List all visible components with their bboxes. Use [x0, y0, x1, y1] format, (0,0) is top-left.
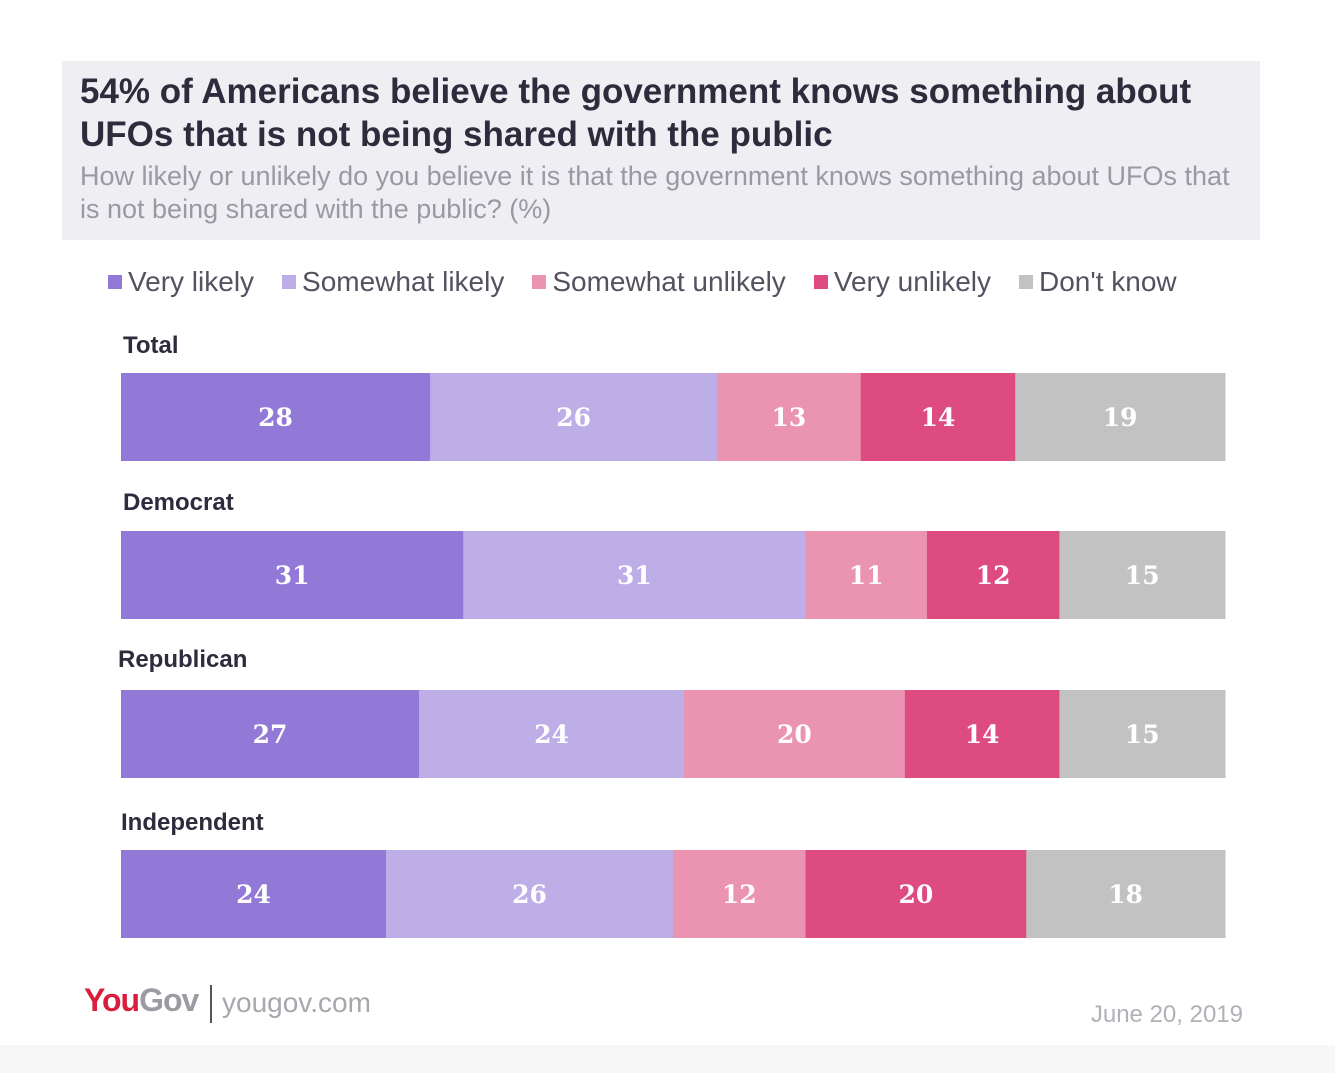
footer-date: June 20, 2019 — [1090, 1001, 1243, 1028]
category-label: Democrat — [123, 489, 234, 516]
category-label: Republican — [118, 646, 248, 673]
chart-title: 54% of Americans believe the government … — [80, 72, 1192, 154]
data-label: 26 — [512, 880, 547, 909]
bar-segment — [673, 850, 806, 938]
bar-segment — [1015, 373, 1226, 461]
legend-label: Very unlikely — [833, 266, 991, 297]
data-label: 24 — [534, 720, 569, 749]
data-label: 31 — [617, 561, 652, 590]
footer-url: yougov.com — [222, 987, 371, 1018]
legend-swatch — [813, 275, 828, 289]
legend-item: Somewhat unlikely — [532, 266, 786, 298]
logo-you: You — [84, 982, 140, 1018]
footer-divider — [210, 985, 212, 1023]
bar-segment — [463, 531, 806, 619]
legend-swatch — [1019, 275, 1033, 289]
data-label: 14 — [965, 720, 1000, 749]
data-label: 31 — [275, 561, 310, 590]
legend-swatch — [532, 275, 547, 289]
legend-label: Very likely — [128, 266, 255, 297]
bar-segment — [684, 690, 906, 778]
data-label: 19 — [1103, 403, 1138, 432]
legend-item: Don't know — [1019, 266, 1177, 298]
data-label: 28 — [258, 403, 293, 432]
bar-segment — [860, 373, 1016, 461]
data-label: 15 — [1125, 561, 1160, 590]
bar-segment — [1059, 690, 1226, 778]
data-label: 12 — [976, 561, 1011, 590]
yougov-logo: YouGov — [84, 982, 199, 1019]
data-label: 15 — [1125, 720, 1160, 749]
legend-item: Very likely — [108, 266, 254, 298]
bar-segment — [1059, 531, 1226, 619]
chart-subtitle: How likely or unlikely do you believe it… — [80, 161, 1230, 224]
legend-item: Somewhat likely — [282, 266, 504, 298]
bar-segment — [430, 373, 718, 461]
data-label: 27 — [253, 720, 288, 749]
data-label: 12 — [722, 880, 757, 909]
header-panel — [62, 61, 1260, 240]
data-label: 18 — [1108, 880, 1143, 909]
bar-segment — [904, 690, 1060, 778]
category-label: Total — [123, 332, 179, 359]
legend-item: Very unlikely — [813, 266, 991, 298]
data-label: 13 — [772, 403, 807, 432]
data-label: 24 — [236, 880, 271, 909]
data-label: 26 — [556, 403, 591, 432]
legend-swatch — [282, 275, 297, 289]
legend-swatch — [108, 275, 122, 289]
category-label: Independent — [121, 809, 264, 836]
bar-segment — [121, 850, 387, 938]
bar-segment — [121, 531, 464, 619]
legend: Very likely Somewhat likely Somewhat unlik… — [108, 262, 1177, 302]
data-label: 11 — [849, 561, 884, 590]
data-label: 14 — [921, 403, 956, 432]
bar-segment — [419, 690, 685, 778]
legend-label: Somewhat unlikely — [552, 266, 786, 297]
bar-segment — [1026, 850, 1226, 938]
bar-segment — [926, 531, 1060, 619]
legend-label: Don't know — [1039, 266, 1177, 297]
bottom-strip — [0, 1045, 1335, 1073]
bar-segment — [805, 850, 1027, 938]
bar-segment — [805, 531, 928, 619]
data-label: 20 — [777, 720, 812, 749]
bar-segment — [121, 373, 431, 461]
bar-segment — [121, 690, 420, 778]
bar-segment — [385, 850, 674, 938]
bar-segment — [717, 373, 862, 461]
legend-label: Somewhat likely — [302, 266, 505, 297]
logo-gov: Gov — [139, 982, 199, 1018]
data-label: 20 — [898, 880, 933, 909]
